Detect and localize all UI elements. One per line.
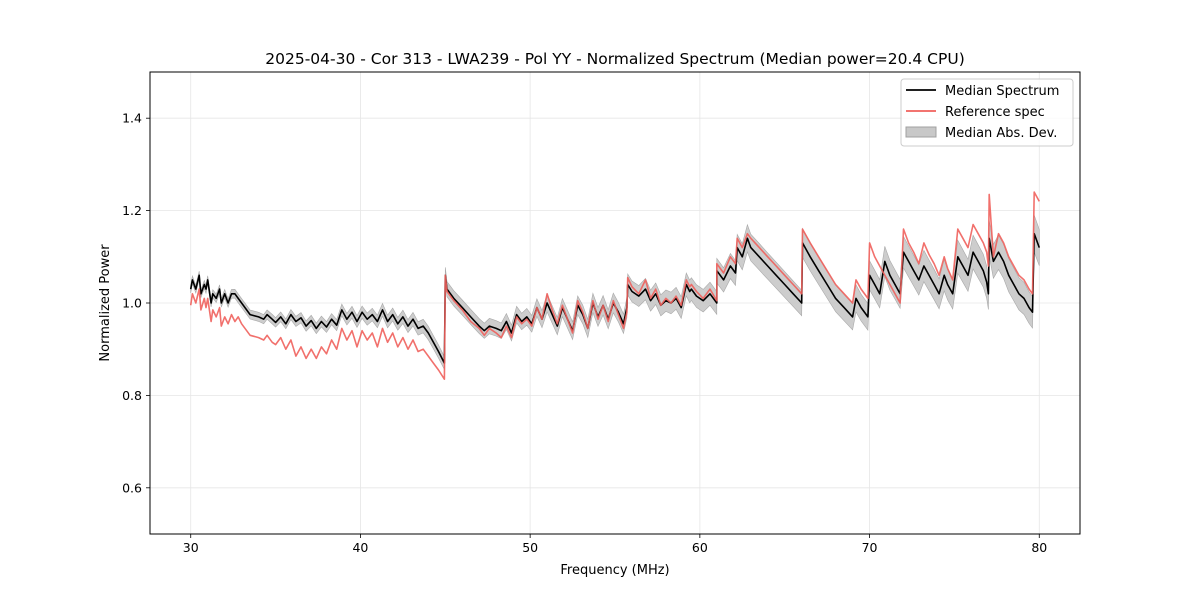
x-tick-label: 30	[183, 540, 199, 555]
x-tick-label: 60	[692, 540, 708, 555]
y-tick-label: 0.6	[122, 480, 142, 495]
chart-title: 2025-04-30 - Cor 313 - LWA239 - Pol YY -…	[265, 50, 965, 68]
legend: Median Spectrum Reference spec Median Ab…	[900, 78, 1074, 147]
reference-spectrum-line	[189, 191, 1041, 381]
legend-box	[900, 78, 1074, 147]
y-axis-label: Normalized Power	[98, 244, 113, 362]
y-tick-label: 1.4	[122, 111, 142, 126]
legend-label-median: Median Spectrum	[945, 84, 1059, 99]
y-tick-label: 1.0	[122, 296, 142, 311]
y-tick-label: 1.2	[122, 203, 142, 218]
x-tick-label: 70	[862, 540, 878, 555]
y-axis-ticks: 0.6 0.8 1.0 1.2 1.4	[122, 111, 150, 495]
x-tick-label: 50	[522, 540, 538, 555]
x-axis-ticks: 30 40 50 60 70 80	[183, 534, 1047, 555]
x-tick-label: 80	[1031, 540, 1047, 555]
y-tick-label: 0.8	[122, 388, 142, 403]
legend-swatch-mad	[905, 126, 937, 138]
x-tick-label: 40	[352, 540, 368, 555]
x-axis-label: Frequency (MHz)	[560, 563, 669, 578]
legend-label-mad: Median Abs. Dev.	[945, 126, 1057, 141]
series-layer	[189, 191, 1041, 381]
legend-label-reference: Reference spec	[945, 105, 1045, 120]
